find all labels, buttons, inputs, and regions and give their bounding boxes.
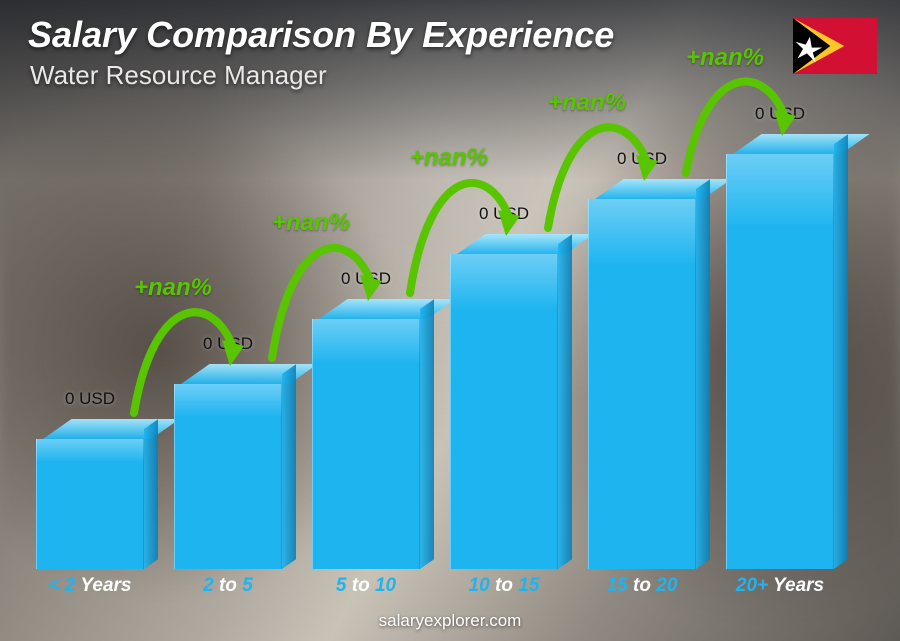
bar-side-face [144, 419, 158, 569]
bar-top-face [43, 419, 180, 439]
category-label: 2 to 5 [203, 575, 253, 597]
bar-front-face [174, 384, 282, 569]
chart-title: Salary Comparison By Experience [28, 14, 614, 56]
bar-value-label: 0 USD [341, 269, 391, 289]
bar: 0 USD [588, 199, 696, 569]
bar-front-face [450, 254, 558, 569]
category-label: 20+ Years [736, 575, 824, 597]
bar: 0 USD [450, 254, 558, 569]
bar-side-face [558, 234, 572, 569]
bar-top-face [733, 134, 870, 154]
bar-side-face [834, 134, 848, 569]
bar-top-face [595, 179, 732, 199]
chart-stage: Salary Comparison By Experience Water Re… [0, 0, 900, 641]
flag-icon [792, 18, 878, 74]
bar-front-face [312, 319, 420, 569]
bar-side-face [696, 179, 710, 569]
bar-side-face [420, 299, 434, 569]
delta-label: +nan% [548, 89, 626, 117]
bar-value-label: 0 USD [755, 104, 805, 124]
category-label: < 2 Years [49, 575, 132, 597]
bar: 0 USD [726, 154, 834, 569]
footer-attribution: salaryexplorer.com [0, 611, 900, 631]
bar-value-label: 0 USD [479, 204, 529, 224]
bar-top-face [457, 234, 594, 254]
delta-label: +nan% [272, 209, 350, 237]
bar-front-face [588, 199, 696, 569]
category-label: 10 to 15 [469, 575, 540, 597]
bar-chart: 0 USD < 2 Years 0 USD 2 to 5 0 USD 5 to 10 0 U… [36, 77, 852, 597]
delta-label: +nan% [134, 274, 212, 302]
bar-value-label: 0 USD [617, 149, 667, 169]
category-label: 15 to 20 [607, 575, 678, 597]
delta-label: +nan% [410, 144, 488, 172]
bar-front-face [726, 154, 834, 569]
bar-side-face [282, 364, 296, 569]
bar: 0 USD [312, 319, 420, 569]
bar-front-face [36, 439, 144, 569]
bar-value-label: 0 USD [203, 334, 253, 354]
bar-top-face [319, 299, 456, 319]
bar: 0 USD [174, 384, 282, 569]
bar-value-label: 0 USD [65, 389, 115, 409]
bar-top-face [181, 364, 318, 384]
category-label: 5 to 10 [336, 575, 396, 597]
delta-label: +nan% [686, 44, 764, 72]
bar: 0 USD [36, 439, 144, 569]
